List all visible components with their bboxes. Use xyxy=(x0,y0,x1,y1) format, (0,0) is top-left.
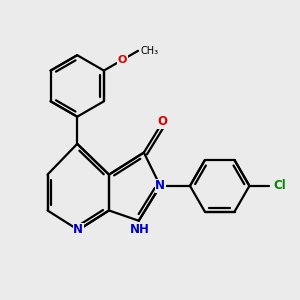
Text: CH₃: CH₃ xyxy=(141,46,159,56)
Text: O: O xyxy=(158,115,168,128)
Text: N: N xyxy=(73,224,83,236)
Text: NH: NH xyxy=(130,224,150,236)
Text: N: N xyxy=(155,179,165,192)
Text: O: O xyxy=(118,55,127,65)
Text: Cl: Cl xyxy=(273,179,286,192)
